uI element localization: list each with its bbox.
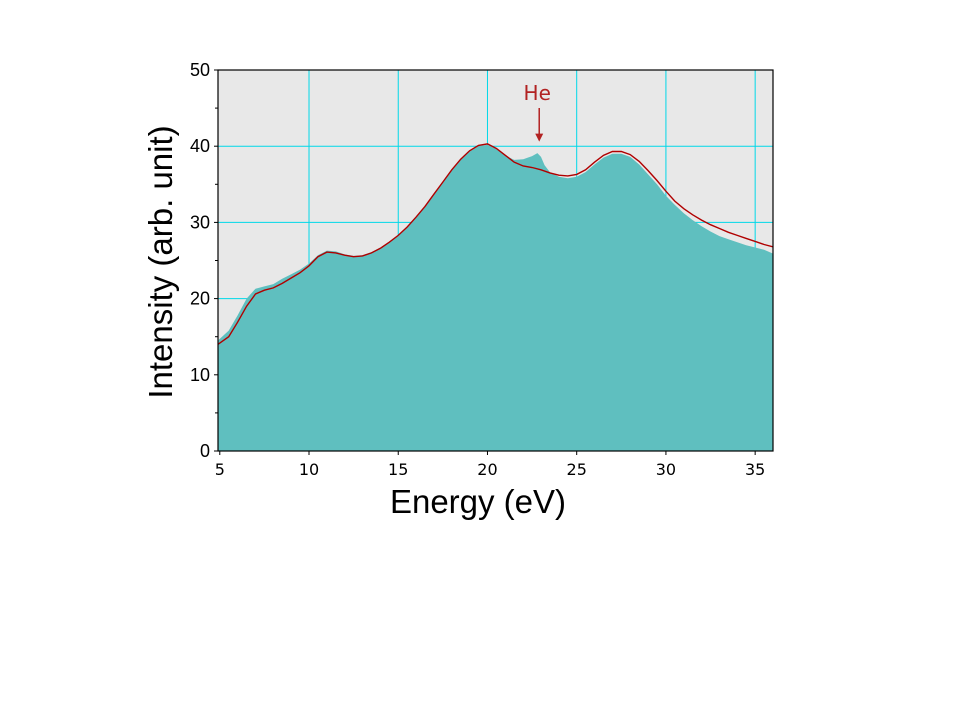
x-axis-ticks: 5 10 15 20 25 30 35 — [215, 451, 765, 479]
y-tick-label: 20 — [190, 289, 210, 309]
x-tick-label: 10 — [299, 460, 319, 479]
x-tick-label: 20 — [477, 460, 497, 479]
x-tick-label: 35 — [745, 460, 765, 479]
series-line-path — [218, 143, 773, 345]
y-tick-label: 0 — [200, 441, 210, 461]
x-axis-title: Energy (eV) — [390, 483, 566, 520]
y-tick-label: 50 — [190, 60, 210, 80]
y-tick-label: 10 — [190, 365, 210, 385]
y-tick-label: 30 — [190, 212, 210, 232]
x-tick-label: 30 — [656, 460, 676, 479]
annotations: He — [524, 81, 551, 142]
series-area-fill — [218, 144, 773, 451]
annotation-arrow-head — [535, 133, 544, 142]
x-tick-label: 25 — [567, 460, 587, 479]
y-tick-label: 40 — [190, 136, 210, 156]
series-area — [218, 144, 773, 451]
x-tick-label: 5 — [215, 460, 225, 479]
y-axis-ticks: 0 10 20 30 40 50 — [190, 60, 218, 461]
annotation-label: He — [524, 81, 551, 105]
series-line — [218, 143, 773, 345]
x-tick-label: 15 — [388, 460, 408, 479]
y-axis-title: Intensity (arb. unit) — [142, 125, 179, 398]
